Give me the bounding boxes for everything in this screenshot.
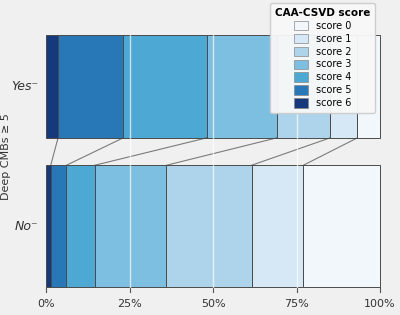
Bar bbox=[166, 165, 252, 287]
Bar bbox=[303, 165, 380, 287]
Text: 75%: 75% bbox=[284, 299, 309, 309]
Bar bbox=[276, 35, 330, 138]
Bar bbox=[46, 35, 58, 138]
Text: 25%: 25% bbox=[118, 299, 142, 309]
Text: Yes⁻: Yes⁻ bbox=[11, 80, 38, 93]
Text: No⁻: No⁻ bbox=[14, 220, 38, 232]
Legend: score 0, score 1, score 2, score 3, score 4, score 5, score 6: score 0, score 1, score 2, score 3, scor… bbox=[270, 3, 375, 113]
Text: 100%: 100% bbox=[364, 299, 396, 309]
Text: 50%: 50% bbox=[201, 299, 226, 309]
Bar bbox=[51, 165, 66, 287]
Bar bbox=[58, 35, 123, 138]
Bar bbox=[330, 35, 357, 138]
Bar bbox=[46, 165, 51, 287]
Text: Deep CMBs ≥ 5: Deep CMBs ≥ 5 bbox=[1, 113, 11, 200]
Bar bbox=[66, 165, 95, 287]
Bar bbox=[357, 35, 380, 138]
Text: 0%: 0% bbox=[38, 299, 55, 309]
Bar bbox=[252, 165, 303, 287]
Bar bbox=[206, 35, 276, 138]
Bar bbox=[95, 165, 166, 287]
Bar bbox=[123, 35, 206, 138]
